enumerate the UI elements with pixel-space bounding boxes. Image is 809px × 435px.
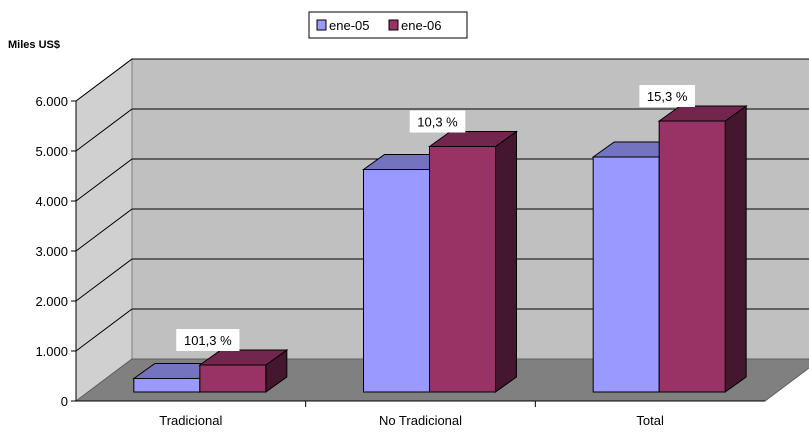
legend-box xyxy=(308,11,468,39)
data-label: 10,3 % xyxy=(417,115,458,130)
legend-label: ene-06 xyxy=(401,18,441,33)
gridline-side xyxy=(75,108,133,152)
legend: ene-05 ene-06 xyxy=(308,11,468,39)
labels: 0 1.000 2.000 3.000 4.000 5.000 6.000 Miles US$… xyxy=(8,39,695,428)
gridline-side xyxy=(75,308,133,352)
y-tick-label: 3.000 xyxy=(35,244,68,259)
bar xyxy=(199,364,267,393)
bar xyxy=(658,120,726,393)
bar-side xyxy=(724,105,747,393)
bar xyxy=(592,156,660,393)
legend-label: ene-05 xyxy=(329,18,369,33)
gridline-side xyxy=(75,258,133,302)
legend-swatch xyxy=(316,19,327,31)
axes xyxy=(71,100,765,407)
x-tick-label: Total xyxy=(636,413,664,428)
y-tick-label: 5.000 xyxy=(35,144,68,159)
data-label-box xyxy=(409,110,466,133)
data-label: 101,3 % xyxy=(184,333,232,348)
data-label: 15,3 % xyxy=(647,89,688,104)
y-tick-label: 6.000 xyxy=(35,94,68,109)
bar xyxy=(363,169,430,393)
y-tick-label: 0 xyxy=(61,394,68,409)
gridline-side xyxy=(75,208,133,252)
data-label-box xyxy=(639,85,695,107)
x-tick-label: No Tradicional xyxy=(379,413,462,428)
data-label-box xyxy=(176,329,240,351)
gridline-side xyxy=(75,158,133,202)
bar xyxy=(133,378,201,393)
legend-swatch xyxy=(388,19,399,31)
y-tick-label: 4.000 xyxy=(35,194,68,209)
bar-side xyxy=(495,130,517,393)
y-tick-label: 2.000 xyxy=(35,294,68,309)
y-axis-label: Miles US$ xyxy=(8,39,60,51)
bar xyxy=(429,146,496,393)
y-tick-label: 1.000 xyxy=(35,344,68,359)
gridline-side xyxy=(75,58,133,102)
x-tick-label: Tradicional xyxy=(159,413,222,428)
bars xyxy=(132,105,748,393)
